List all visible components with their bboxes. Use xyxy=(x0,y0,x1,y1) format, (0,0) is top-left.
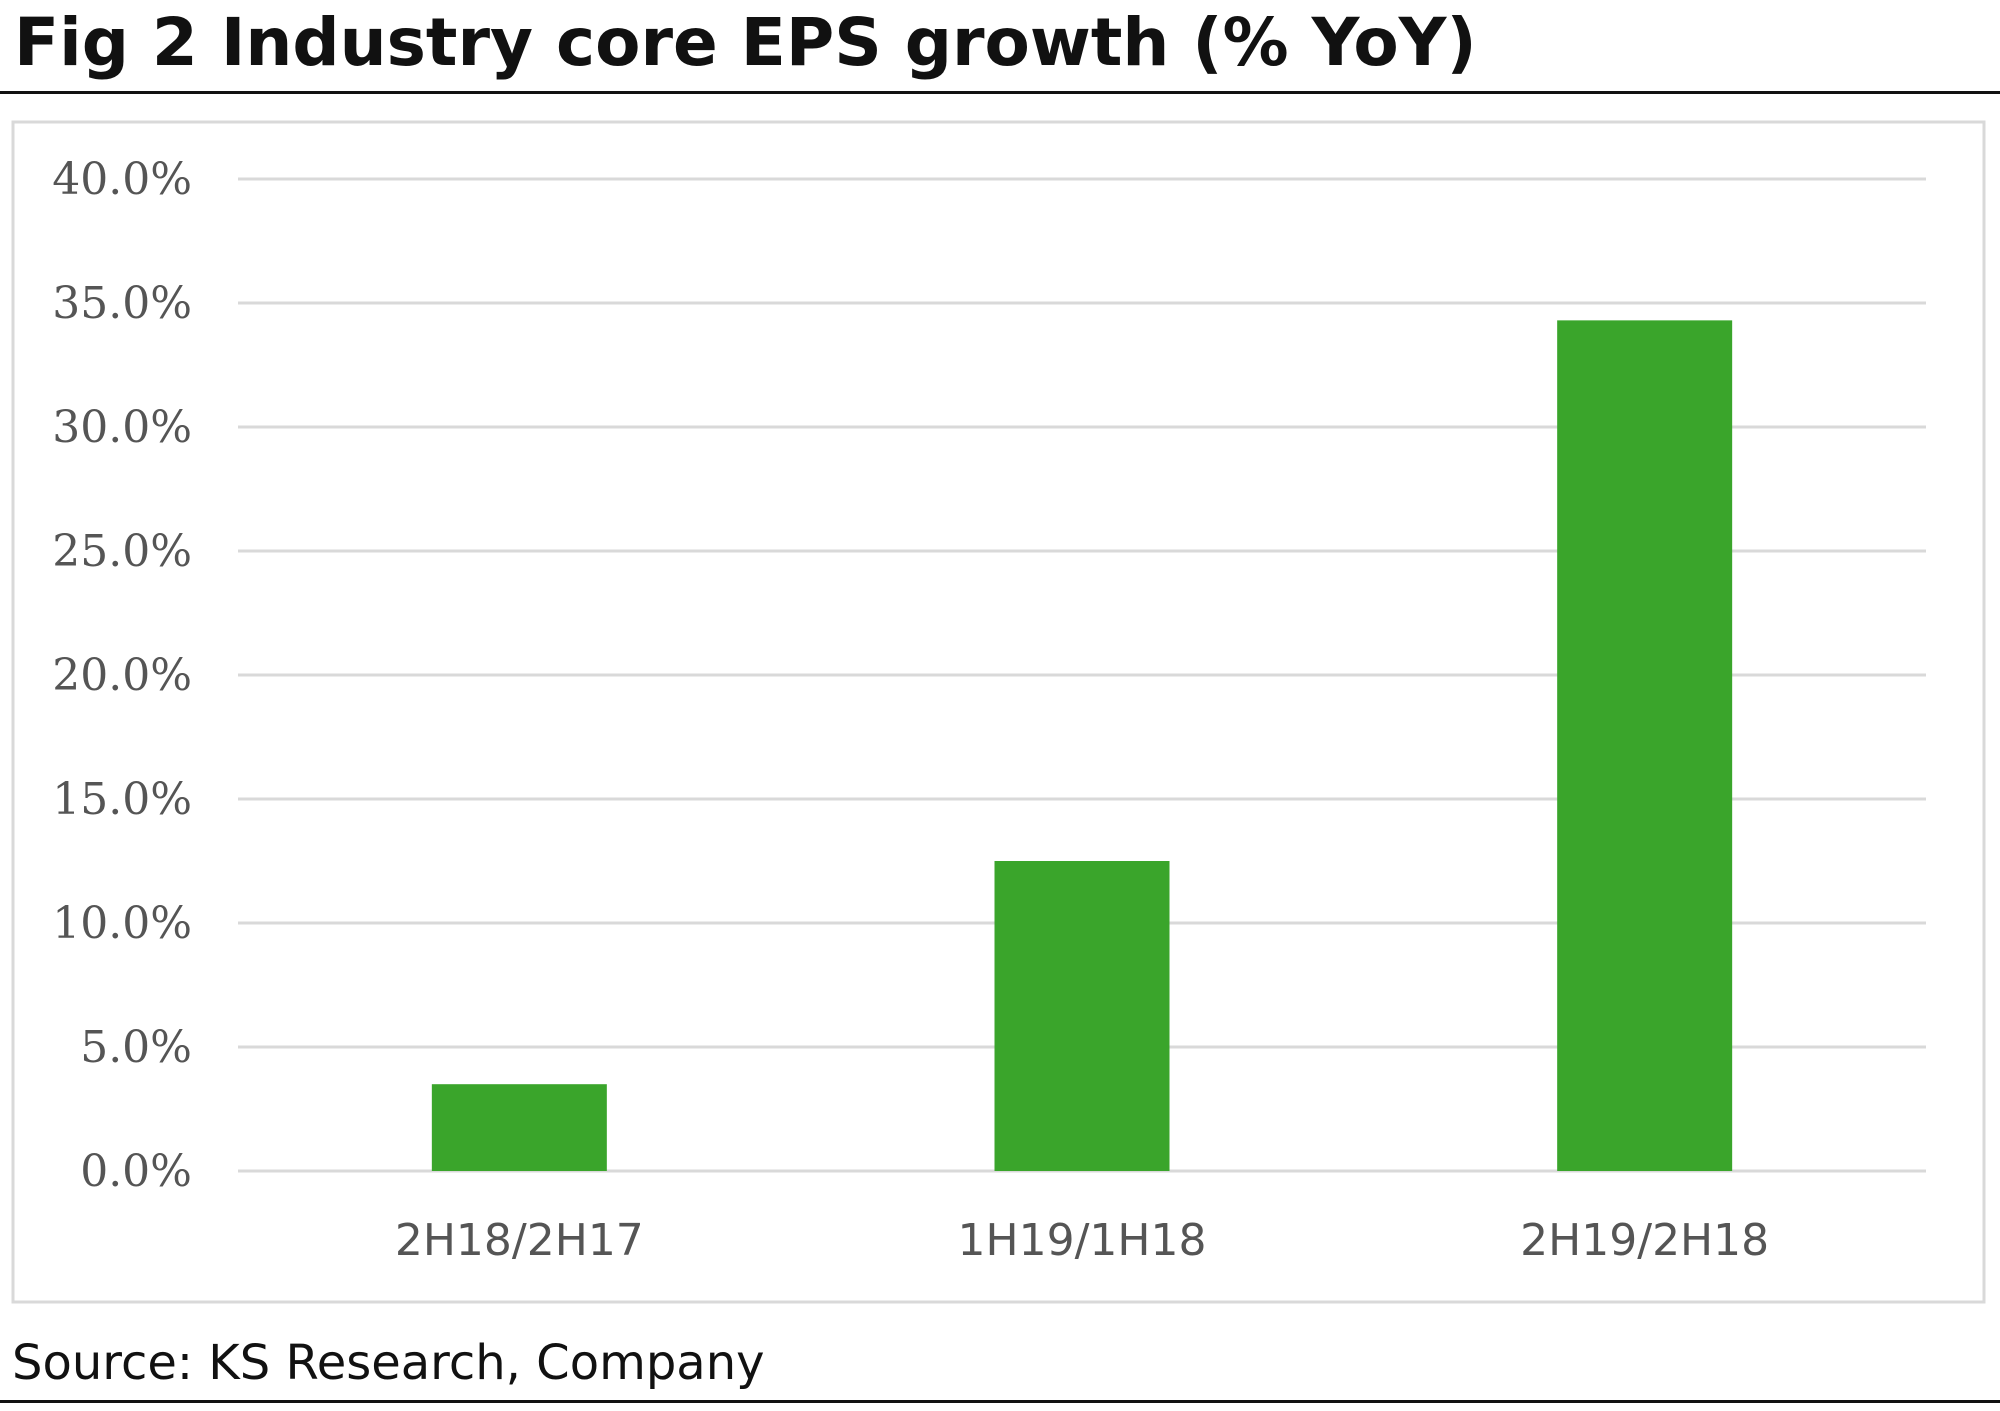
x-tick-label: 1H19/1H18 xyxy=(958,1215,1207,1266)
title-divider xyxy=(0,91,2000,94)
bar xyxy=(431,1084,607,1171)
x-tick-label: 2H19/2H18 xyxy=(1520,1215,1769,1266)
bar xyxy=(1557,320,1733,1171)
y-tick-label: 35.0% xyxy=(52,278,192,329)
y-tick-label: 15.0% xyxy=(52,774,192,825)
y-tick-label: 40.0% xyxy=(52,154,192,205)
y-tick-label: 5.0% xyxy=(80,1022,192,1073)
chart-title: Fig 2 Industry core EPS growth (% YoY) xyxy=(14,4,1477,81)
bottom-divider xyxy=(0,1400,2000,1403)
source-note: Source: KS Research, Company xyxy=(12,1335,765,1391)
y-axis-ticks: 0.0% 5.0% 10.0% 15.0% 20.0% 25.0% 30.0% 35.0% 40… xyxy=(52,154,192,1197)
x-axis-labels: 2H18/2H17 1H19/1H18 2H19/2H18 xyxy=(395,1215,1769,1266)
y-tick-label: 20.0% xyxy=(52,650,192,701)
x-tick-label: 2H18/2H17 xyxy=(395,1215,644,1266)
y-tick-label: 0.0% xyxy=(80,1146,192,1197)
y-tick-label: 30.0% xyxy=(52,402,192,453)
bars xyxy=(431,320,1733,1171)
bar xyxy=(994,861,1170,1171)
y-tick-label: 25.0% xyxy=(52,526,192,577)
y-tick-label: 10.0% xyxy=(52,898,192,949)
